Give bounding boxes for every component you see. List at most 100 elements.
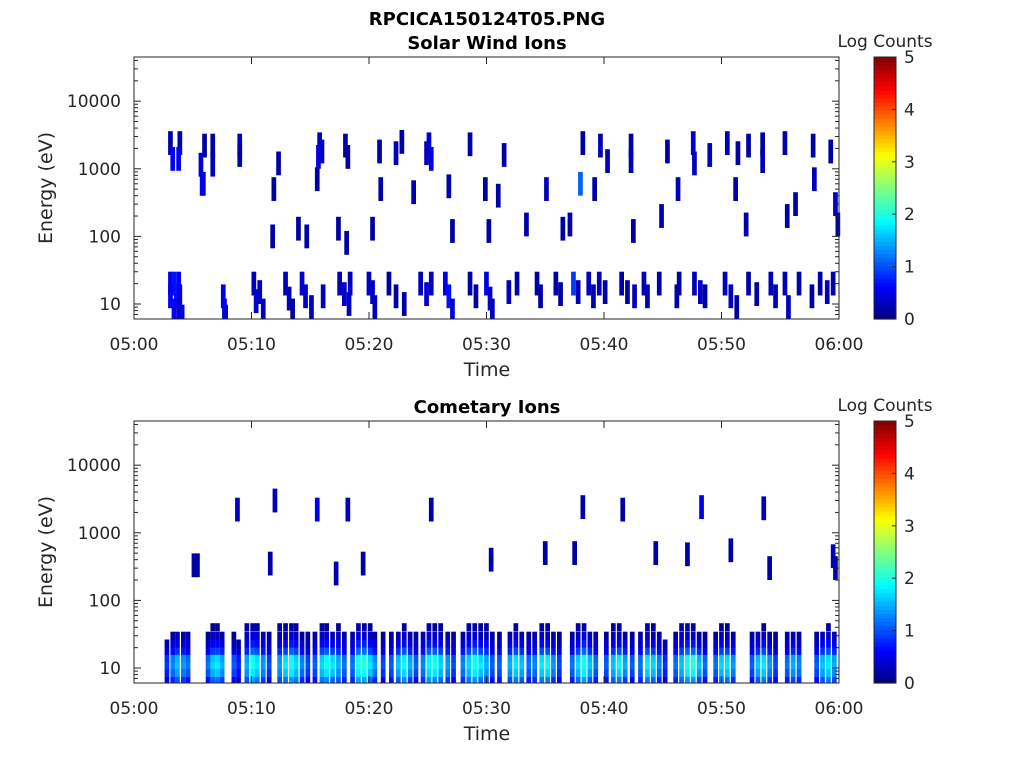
colorbar-segment: [874, 478, 896, 483]
spectrogram-cell: [707, 143, 713, 167]
x-tick-label: 05:30: [462, 335, 511, 355]
colorbar-segment: [874, 564, 896, 569]
spectrogram-cell: [345, 145, 351, 169]
spectrogram-cell: [231, 639, 237, 648]
spectrogram-cell: [755, 654, 761, 663]
spectrogram-cell: [725, 661, 730, 670]
spectrogram-cell: [413, 668, 419, 677]
colorbar-segment: [874, 445, 896, 451]
spectrogram-cell: [767, 639, 772, 648]
spectrogram-cell: [719, 631, 724, 640]
spectrogram-cell: [255, 639, 260, 648]
colorbar-segment: [874, 613, 896, 619]
spectrogram-cell: [336, 654, 341, 663]
spectrogram-cell: [674, 284, 680, 309]
spectrogram-cell: [244, 668, 250, 677]
spectrogram-cell: [773, 284, 778, 309]
spectrogram-cell: [513, 623, 519, 632]
spectrogram-cell: [611, 668, 616, 677]
spectrogram-cell: [175, 631, 180, 640]
spectrogram-cell: [544, 177, 549, 201]
spectrogram-cell: [545, 639, 550, 648]
spectrogram-cell: [260, 631, 266, 640]
spectrogram-cell: [645, 631, 650, 640]
spectrogram-cell: [632, 284, 637, 309]
colorbar-segment: [874, 441, 896, 447]
spectrogram-cell: [690, 131, 696, 155]
spectrogram-cell: [170, 631, 176, 640]
spectrogram-cell: [832, 676, 837, 683]
spectrogram-cell: [719, 654, 724, 663]
spectrogram-cell: [210, 661, 216, 670]
spectrogram-cell: [219, 661, 225, 670]
spectrogram-cell: [342, 668, 347, 677]
spectrogram-cell: [181, 639, 186, 648]
spectrogram-cell: [267, 551, 273, 576]
spectrogram-cell: [651, 623, 656, 632]
spectrogram-cell: [790, 676, 796, 683]
spectrogram-cell: [484, 623, 489, 632]
spectrogram-cell: [164, 639, 170, 648]
spectrogram-cell: [592, 177, 597, 201]
spectrogram-cell: [472, 623, 478, 632]
spectrogram-cell: [270, 224, 275, 249]
spectrogram-cell: [420, 639, 426, 648]
spectrogram-cell: [260, 646, 266, 655]
spectrogram-cell: [432, 639, 438, 648]
colorbar-segment: [874, 486, 896, 492]
spectrogram-cell: [362, 661, 367, 670]
spectrogram-cell: [215, 646, 220, 655]
spectrogram-cell: [656, 668, 662, 677]
spectrogram-cell: [534, 271, 540, 296]
spectrogram-cell: [629, 676, 635, 683]
spectrogram-cell: [604, 661, 609, 670]
spectrogram-cell: [755, 676, 761, 683]
spectrogram-cell: [293, 646, 299, 655]
colorbar-segment: [874, 286, 896, 291]
colorbar-segment: [874, 490, 896, 496]
spectrogram-cell: [702, 284, 708, 309]
spectrogram-cell: [587, 654, 593, 663]
spectrogram-cell: [773, 654, 778, 663]
spectrogram-cell: [749, 631, 755, 640]
spectrogram-cell: [593, 676, 599, 683]
spectrogram-cell: [426, 668, 432, 677]
spectrogram-cell: [484, 271, 489, 296]
spectrogram-cell: [513, 676, 519, 683]
spectrogram-cell: [685, 661, 690, 670]
spectrogram-cell: [602, 280, 608, 304]
spectrogram-cell: [545, 661, 550, 670]
spectrogram-cell: [557, 631, 562, 640]
spectrogram-cell: [393, 284, 399, 309]
spectrogram-cell: [820, 654, 825, 663]
spectrogram-cell: [255, 668, 260, 677]
spectrogram-cell: [685, 668, 690, 677]
spectrogram-cell: [725, 639, 730, 648]
spectrogram-cell: [478, 654, 483, 663]
spectrogram-cell: [289, 639, 294, 648]
spectrogram-cell: [733, 177, 738, 201]
spectrogram-cell: [620, 497, 626, 522]
colorbar-segment: [874, 179, 896, 185]
spectrogram-cell: [526, 654, 532, 663]
spectrogram-cell: [380, 676, 386, 683]
spectrogram-cell: [467, 132, 473, 157]
spectrogram-cell: [411, 180, 416, 205]
y-tick-label: 1000: [78, 524, 121, 544]
spectrogram-cell: [679, 668, 684, 677]
colorbar-segment: [874, 204, 896, 210]
spectrogram-cell: [293, 639, 299, 648]
spectrogram-cell: [380, 668, 386, 677]
spectrogram-cell: [201, 171, 206, 196]
spectrogram-cell: [210, 152, 216, 177]
spectrogram-cell: [645, 654, 650, 663]
spectrogram-cell: [460, 639, 466, 648]
spectrogram-cell: [773, 639, 778, 648]
spectrogram-cell: [432, 654, 438, 663]
figure-title: RPCICA150124T05.PNG: [369, 9, 605, 30]
spectrogram-cell: [796, 676, 802, 683]
spectrogram-cell: [205, 654, 211, 663]
spectrogram-cell: [679, 646, 684, 655]
x-tick-label: 05:50: [697, 335, 746, 355]
spectrogram-cell: [205, 631, 211, 640]
